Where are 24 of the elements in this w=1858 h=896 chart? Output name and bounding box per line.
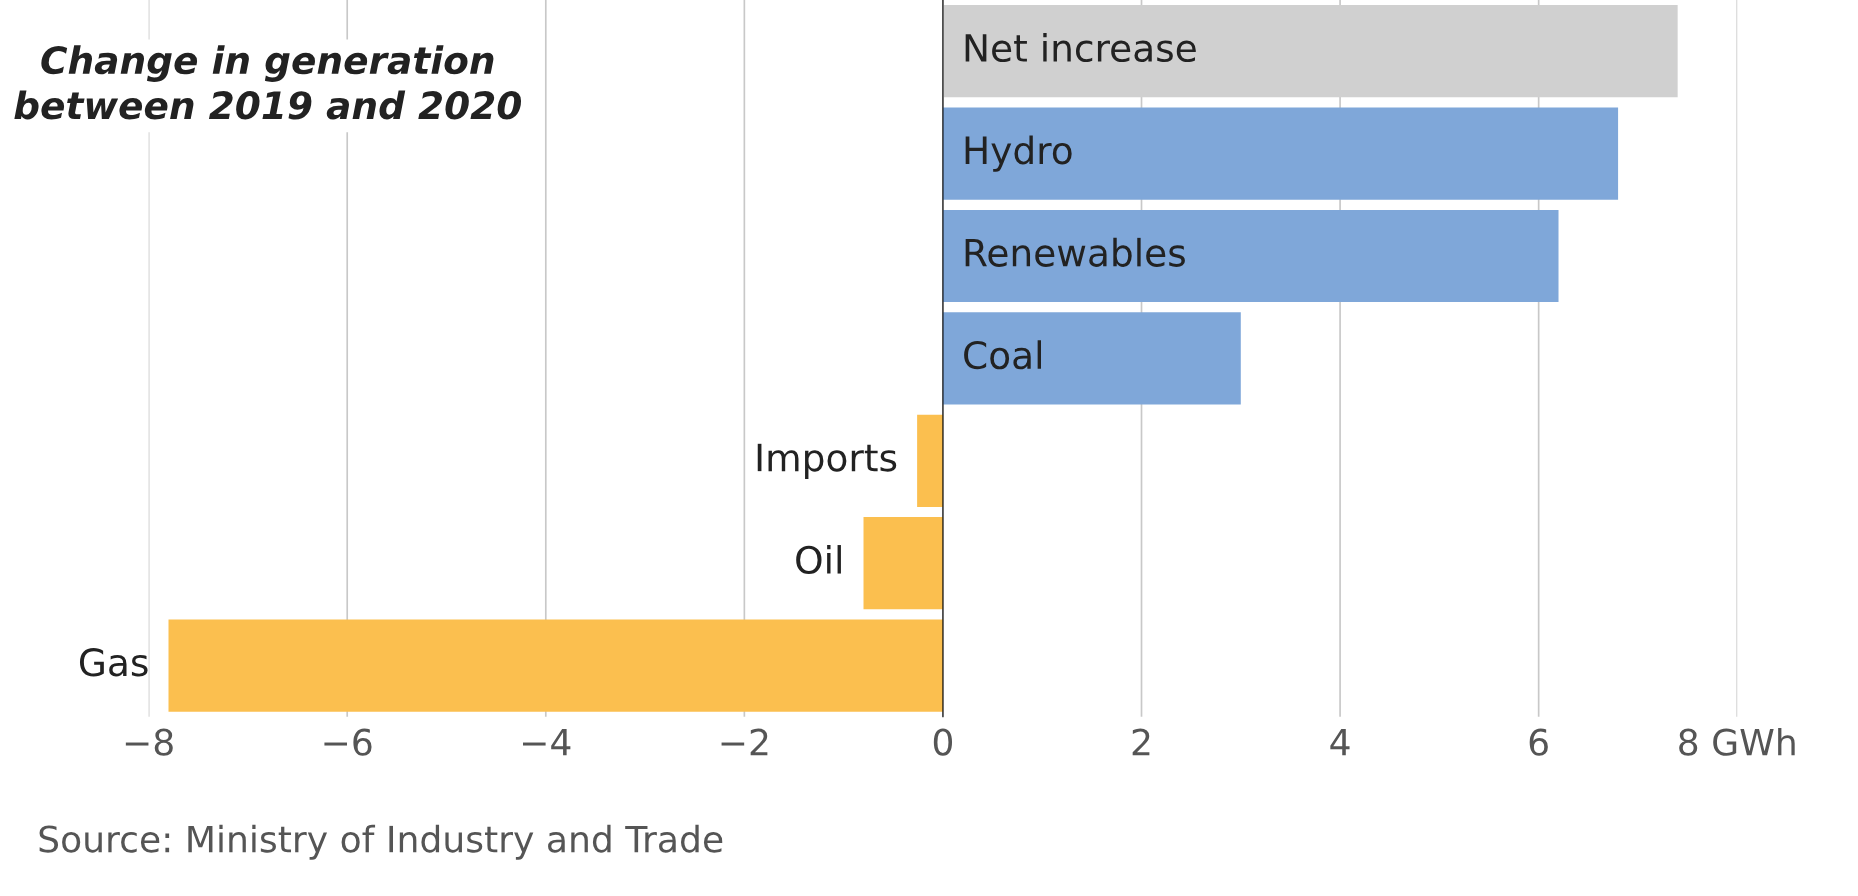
x-tick-label: −4 <box>523 729 571 756</box>
x-tick-label: −6 <box>324 728 372 756</box>
y-tick-label: Imports <box>757 443 897 479</box>
source-note: Source: Ministry of Industry and Trade <box>39 824 723 860</box>
x-tick-label: −2 <box>721 728 768 756</box>
x-tick-label: 0 <box>933 728 953 756</box>
x-tick-label: 4 <box>1330 729 1350 756</box>
y-tick-label: Oil <box>796 545 841 575</box>
y-tick-label: Renewables <box>965 237 1185 267</box>
bar <box>863 517 943 610</box>
y-tick-label: Coal <box>964 340 1042 370</box>
bar <box>917 414 943 507</box>
y-tick-label: Gas <box>79 648 148 677</box>
y-tick-label: Net increase <box>965 33 1196 63</box>
bar <box>942 209 1559 303</box>
text: Change in generation between 2019 and 2020 <box>14 45 522 120</box>
bar <box>168 619 943 712</box>
x-tick-label: 6 <box>1529 728 1548 756</box>
x-tick-label: 2 <box>1132 728 1150 756</box>
x-tick-label: −8 <box>125 728 173 756</box>
y-tick-label: Hydro <box>965 135 1072 172</box>
bar <box>942 107 1619 200</box>
bar <box>942 312 1241 405</box>
x-tick-label: 8 GWh <box>1679 727 1795 756</box>
